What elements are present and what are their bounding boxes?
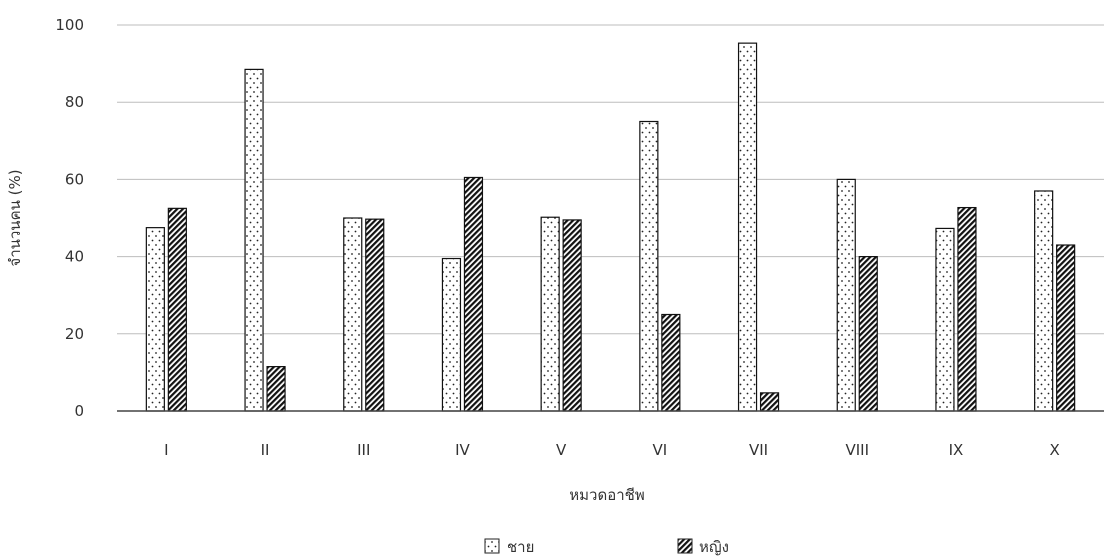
bar-female-IV [463, 176, 484, 412]
legend-item-female: หญิง [677, 538, 729, 556]
bar-male-II [244, 68, 264, 412]
x-tick-label: II [261, 441, 270, 459]
bar-male-IX [935, 227, 955, 412]
bar-male-X [1034, 190, 1054, 412]
bar-female-VII [759, 392, 780, 412]
bar-male-I [145, 227, 165, 412]
legend-item-male: ชาย [484, 538, 534, 556]
x-tick-label: III [357, 441, 370, 459]
y-tick-label: 0 [74, 402, 84, 420]
bars [145, 42, 1076, 412]
bar-female-V [562, 219, 582, 412]
x-axis-title: หมวดอาชีพ [569, 486, 644, 504]
bar-female-VI [661, 313, 681, 412]
bar-female-I [167, 207, 187, 412]
y-tick-label: 40 [65, 248, 84, 266]
legend: ชาย หญิง [484, 538, 729, 556]
x-tick-label: X [1050, 441, 1060, 459]
y-tick-label: 60 [65, 170, 84, 188]
x-tick-label: I [164, 441, 168, 459]
legend-swatch-female [677, 538, 693, 554]
y-tick-label: 100 [55, 16, 84, 34]
bar-male-VIII [836, 178, 856, 412]
x-axis-ticks: I II III IV V VI VII VIII IX X [164, 441, 1060, 459]
legend-swatch-male [484, 538, 500, 554]
bar-male-IV [441, 257, 462, 412]
bar-female-X [1056, 244, 1076, 412]
x-tick-label: VIII [845, 441, 869, 459]
gridlines [117, 24, 1104, 335]
bar-female-II [266, 366, 286, 412]
x-tick-label: V [556, 441, 567, 459]
legend-label-male: ชาย [507, 538, 534, 556]
x-tick-label: VII [749, 441, 768, 459]
y-axis-title: จำนวนคน (%) [6, 169, 24, 266]
bar-male-VI [639, 120, 659, 412]
x-tick-label: IX [949, 441, 964, 459]
bar-male-VII [737, 42, 758, 412]
y-tick-label: 20 [65, 325, 84, 343]
x-tick-label: VI [653, 441, 668, 459]
y-tick-label: 80 [65, 93, 84, 111]
x-tick-label: IV [455, 441, 470, 459]
bar-male-III [343, 217, 363, 412]
bar-female-III [365, 218, 385, 412]
bar-male-V [540, 216, 560, 412]
bar-female-IX [957, 206, 977, 412]
bar-female-VIII [858, 256, 878, 412]
y-axis-ticks: 0 20 40 60 80 100 [55, 16, 84, 420]
legend-label-female: หญิง [699, 538, 729, 556]
